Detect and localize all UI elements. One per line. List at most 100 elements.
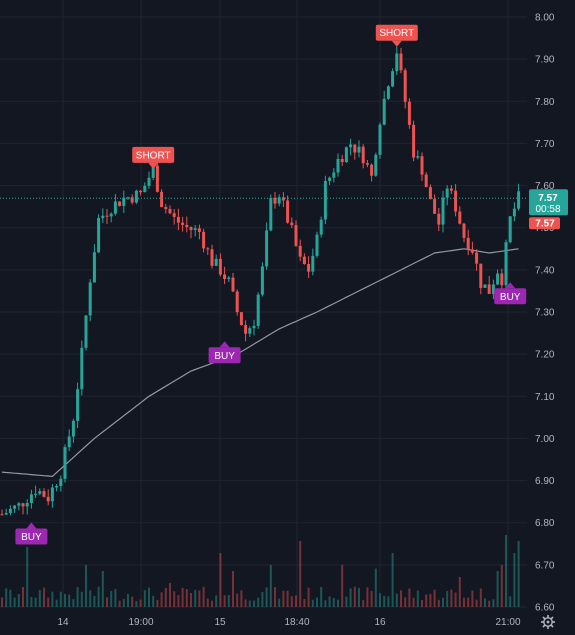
candle — [470, 249, 474, 253]
volume-bar — [17, 593, 20, 607]
volume-bar — [500, 565, 503, 607]
volume-bar — [349, 588, 352, 607]
volume-bar — [181, 587, 184, 607]
candle — [109, 213, 113, 217]
volume-bar — [219, 553, 222, 607]
buy-signal: BUY — [208, 341, 241, 364]
volume-bar — [202, 586, 205, 607]
volume-bar — [458, 577, 461, 607]
candle — [29, 494, 33, 504]
candle — [407, 101, 411, 125]
volume-bar — [517, 541, 520, 607]
candle — [143, 185, 147, 193]
candle — [63, 447, 67, 479]
volume-bar — [173, 591, 176, 607]
candle — [386, 86, 390, 99]
price-axis[interactable]: 8.007.907.807.707.607.507.407.307.207.10… — [535, 13, 555, 614]
signal-label: BUY — [214, 351, 235, 362]
candle — [433, 199, 437, 214]
volume-bar — [408, 588, 411, 607]
candle — [412, 124, 416, 158]
candle — [4, 513, 8, 515]
candle — [38, 491, 42, 494]
candle — [269, 197, 273, 231]
candle — [454, 190, 458, 212]
candle — [294, 225, 298, 246]
time-axis[interactable]: 14 19:00 15 18:40 16 21:00 — [57, 617, 521, 628]
volume-bar — [26, 547, 29, 607]
candle — [92, 252, 96, 283]
candle — [244, 325, 248, 334]
candle — [357, 146, 361, 153]
candle — [101, 215, 105, 219]
volume-bar — [47, 597, 50, 607]
settings-gear-icon[interactable] — [541, 615, 555, 629]
volume-bar — [118, 600, 121, 607]
volume-bar — [492, 599, 495, 607]
volume-bar — [261, 591, 264, 607]
candle — [462, 223, 466, 238]
volume-bar — [395, 593, 398, 607]
candle — [449, 188, 453, 191]
candle — [382, 98, 386, 125]
volume-bar — [484, 598, 486, 607]
volume-bar — [433, 589, 436, 607]
candle — [193, 228, 197, 231]
candle — [160, 191, 164, 208]
signal-label: SHORT — [379, 28, 414, 39]
volume-bar — [358, 587, 360, 607]
volume-bar — [131, 596, 134, 607]
candle — [420, 156, 424, 175]
candle — [290, 222, 294, 226]
trade-signals: BUY SHORT BUY SHORT BUY — [15, 24, 527, 545]
candle — [311, 255, 315, 272]
red-price-badge — [529, 217, 560, 230]
volume-bar — [164, 587, 167, 607]
volume-bar — [505, 535, 507, 607]
candle — [147, 177, 151, 186]
volume-bar — [38, 589, 41, 607]
candle — [50, 487, 54, 502]
candle — [105, 215, 109, 217]
candle — [302, 256, 306, 265]
volume-bar — [240, 590, 243, 607]
volume-bar — [76, 587, 79, 607]
volume-bar — [282, 590, 285, 607]
volume-bar — [93, 595, 96, 607]
volume-bar — [324, 600, 327, 607]
candle — [445, 188, 449, 198]
candle — [113, 201, 117, 214]
candle — [281, 197, 285, 201]
moving-average — [1, 248, 519, 478]
volume-bar — [122, 598, 125, 607]
candle — [239, 312, 243, 326]
volume-bar — [80, 591, 83, 607]
volume-bar — [429, 593, 432, 607]
volume-bar — [248, 600, 251, 607]
candle — [34, 493, 38, 495]
volume-bar — [353, 586, 356, 607]
volume-bar — [143, 590, 146, 607]
candle — [176, 216, 180, 223]
candle — [475, 252, 479, 264]
candle — [277, 197, 281, 204]
volume-bar — [387, 596, 390, 607]
volume-bar — [13, 597, 16, 607]
candle — [298, 245, 302, 257]
volume-bar — [412, 597, 415, 607]
candle — [155, 165, 159, 192]
candle — [164, 207, 168, 209]
volume-bar — [299, 541, 302, 607]
volume-bar — [450, 589, 453, 607]
volume-bar — [101, 571, 104, 607]
y-tick-label: 7.30 — [535, 308, 555, 319]
volume-bar — [496, 571, 499, 607]
volume-bar — [1, 597, 3, 607]
candle — [197, 228, 201, 232]
candle — [428, 187, 432, 200]
volume-bar — [316, 597, 318, 607]
volume-bar — [97, 586, 100, 607]
candle — [214, 258, 218, 266]
